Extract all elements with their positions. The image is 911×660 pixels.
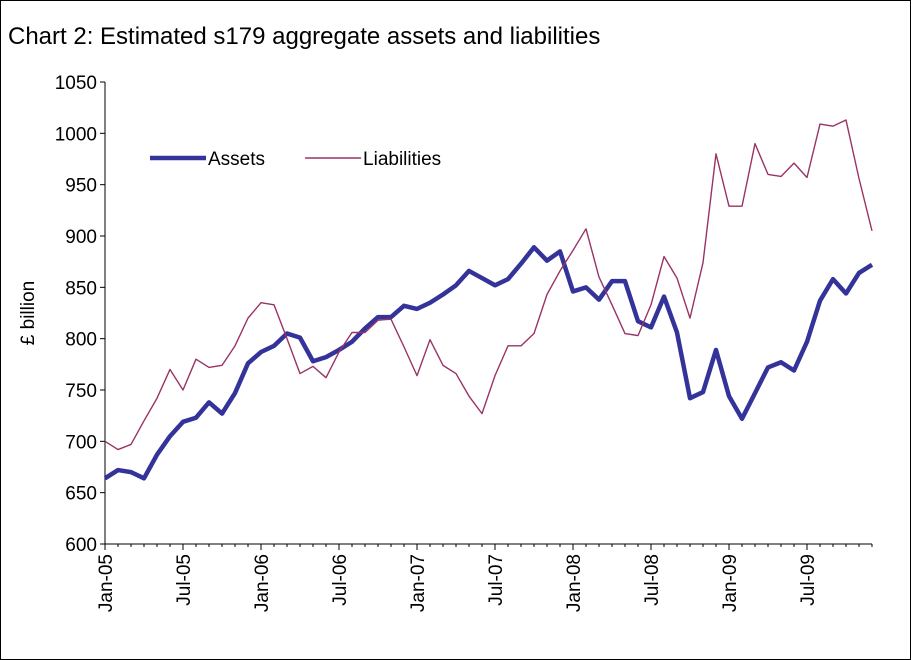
x-tick-label: Jan-09 (720, 554, 741, 612)
x-tick-label: Jul-09 (798, 554, 819, 606)
legend-label: Assets (208, 149, 265, 170)
y-tick-label: 600 (65, 535, 97, 556)
x-tick-label: Jul-06 (330, 554, 351, 606)
legend-label: Liabilities (363, 149, 441, 170)
x-tick-label: Jan-07 (408, 554, 429, 612)
x-tick-label: Jul-08 (642, 554, 663, 606)
y-tick-label: 850 (65, 278, 97, 299)
x-tick-label: Jul-07 (486, 554, 507, 606)
y-tick-label: 650 (65, 484, 97, 505)
y-tick-label: 950 (65, 176, 97, 197)
x-tick-label: Jan-06 (252, 554, 273, 612)
x-tick-label: Jul-05 (174, 554, 195, 606)
y-tick-label: 900 (65, 227, 97, 248)
y-axis-label: £ billion (18, 281, 39, 345)
x-tick-label: Jan-08 (564, 554, 585, 612)
y-tick-label: 1000 (55, 124, 97, 145)
y-tick-label: 800 (65, 330, 97, 351)
y-tick-label: 750 (65, 381, 97, 402)
x-tick-label: Jan-05 (96, 554, 117, 612)
y-tick-label: 700 (65, 432, 97, 453)
y-tick-label: 1050 (55, 73, 97, 94)
series-line (103, 245, 874, 481)
series-line (104, 119, 873, 451)
chart-title: Chart 2: Estimated s179 aggregate assets… (8, 23, 600, 50)
